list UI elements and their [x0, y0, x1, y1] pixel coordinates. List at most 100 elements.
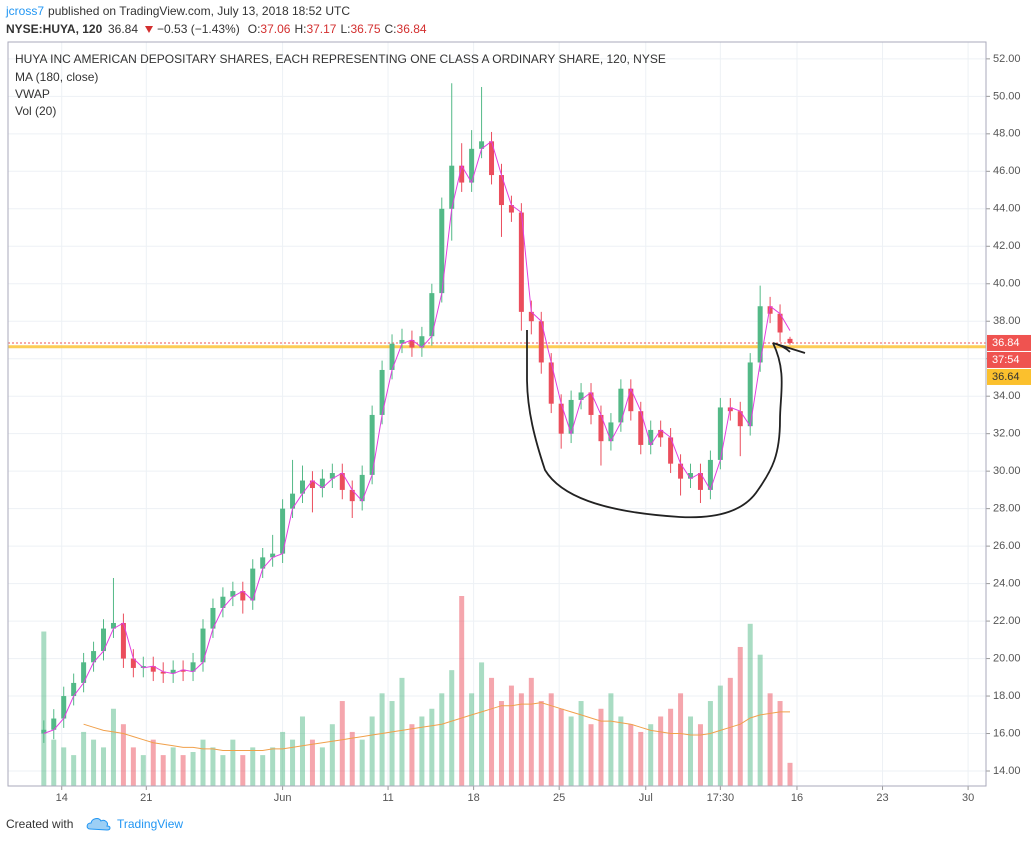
candle-body [110, 622, 116, 629]
volume-bar [727, 677, 733, 786]
volume-bar [767, 693, 773, 786]
candle-body [658, 429, 664, 438]
volume-bar [359, 739, 365, 786]
y-tick-label: 26.00 [993, 540, 1021, 552]
legend-indicator: VWAP [15, 87, 50, 101]
volume-bar [479, 662, 485, 786]
volume-bar [389, 701, 395, 786]
y-tick-label: 46.00 [993, 165, 1021, 177]
volume-bar [329, 724, 335, 786]
candle-body [130, 658, 136, 668]
volume-bar [369, 716, 375, 786]
brand-logo[interactable] [86, 818, 111, 831]
volume-bar [568, 716, 574, 786]
volume-bar [230, 739, 236, 786]
volume-bar [409, 724, 415, 786]
candle-body [489, 141, 495, 176]
y-tick-label: 42.00 [993, 240, 1021, 252]
change: −0.53 (−1.43%) [157, 22, 240, 36]
y-tick-label: 30.00 [993, 465, 1021, 477]
y-tick-label: 28.00 [993, 503, 1021, 515]
cup-drawing [526, 330, 806, 519]
candle-body [439, 208, 445, 294]
x-tick-label: 17:30 [707, 792, 735, 804]
candle-body [170, 669, 176, 674]
volume-bar [469, 693, 475, 786]
price-marker [987, 351, 1031, 368]
published: published on TradingView.com, July 13, 2… [48, 4, 350, 18]
candle-body [538, 321, 544, 363]
volume-bar [309, 739, 315, 786]
x-tick-label: 16 [791, 792, 803, 804]
candle-body [299, 480, 305, 494]
volume-bar [588, 724, 594, 786]
ohlc-label: H: [294, 22, 306, 36]
candle-body [399, 339, 405, 344]
candle-body [449, 165, 455, 209]
candle-body [91, 651, 97, 663]
price-marker [987, 368, 1031, 385]
volume-bar [538, 701, 544, 786]
legend-title: HUYA INC AMERICAN DEPOSITARY SHARES, EAC… [15, 52, 666, 66]
candle-body [41, 729, 47, 734]
down-arrow [145, 26, 153, 33]
candle-body [260, 557, 266, 569]
volume-bar [140, 755, 146, 786]
footer-created: Created with [6, 817, 73, 831]
price-marker [987, 334, 1031, 351]
candle-body [319, 478, 325, 489]
candle-body [787, 338, 793, 343]
candle-body [737, 411, 743, 427]
volume-bar [339, 701, 345, 786]
x-tick-label: Jun [274, 792, 292, 804]
candle-body [777, 313, 783, 333]
ohlc-label: C: [385, 22, 397, 36]
candle-body [101, 628, 107, 652]
candle-body [459, 165, 465, 183]
candle-body [71, 682, 77, 697]
candle-body [200, 628, 206, 663]
volume-bar [498, 701, 504, 786]
candle-body [558, 403, 564, 434]
volume-ma-line [83, 702, 790, 751]
volume-bar [548, 693, 554, 786]
volume-bar [668, 708, 674, 786]
candle-body [697, 473, 703, 490]
x-tick-label: 11 [382, 792, 393, 804]
ohlc-value: 36.84 [397, 22, 427, 36]
x-tick-label: 21 [140, 792, 152, 804]
candle-body [61, 696, 67, 719]
volume-bar [180, 755, 186, 786]
volume-bar [399, 677, 405, 786]
footer-brand[interactable]: TradingView [117, 817, 183, 831]
y-tick-label: 48.00 [993, 128, 1021, 140]
volume-bar [439, 693, 445, 786]
volume-bar [160, 755, 166, 786]
volume-bar [508, 685, 514, 786]
volume-bar [578, 701, 584, 786]
y-tick-label: 24.00 [993, 578, 1021, 590]
volume-bar [678, 693, 684, 786]
volume-bar [110, 708, 116, 786]
candle-body [359, 474, 365, 502]
price-marker-label: 37:54 [992, 354, 1020, 366]
volume-bar [777, 701, 783, 786]
candle-body [349, 489, 355, 502]
volume-bar [528, 677, 534, 786]
volume-bar [349, 731, 355, 786]
candle-body [270, 553, 276, 558]
volume-bar [707, 701, 713, 786]
candle-body [150, 666, 156, 672]
candle-body [190, 662, 196, 672]
candle-body [628, 388, 634, 412]
candle-body [578, 392, 584, 400]
ma-line [43, 140, 791, 734]
volume-bar [618, 716, 624, 786]
candle-body [409, 339, 415, 348]
candle-body [329, 473, 335, 479]
candle-body [618, 388, 624, 423]
volume-bar [290, 739, 296, 786]
candle-body [369, 414, 375, 475]
user[interactable]: jcross7 [5, 4, 44, 18]
